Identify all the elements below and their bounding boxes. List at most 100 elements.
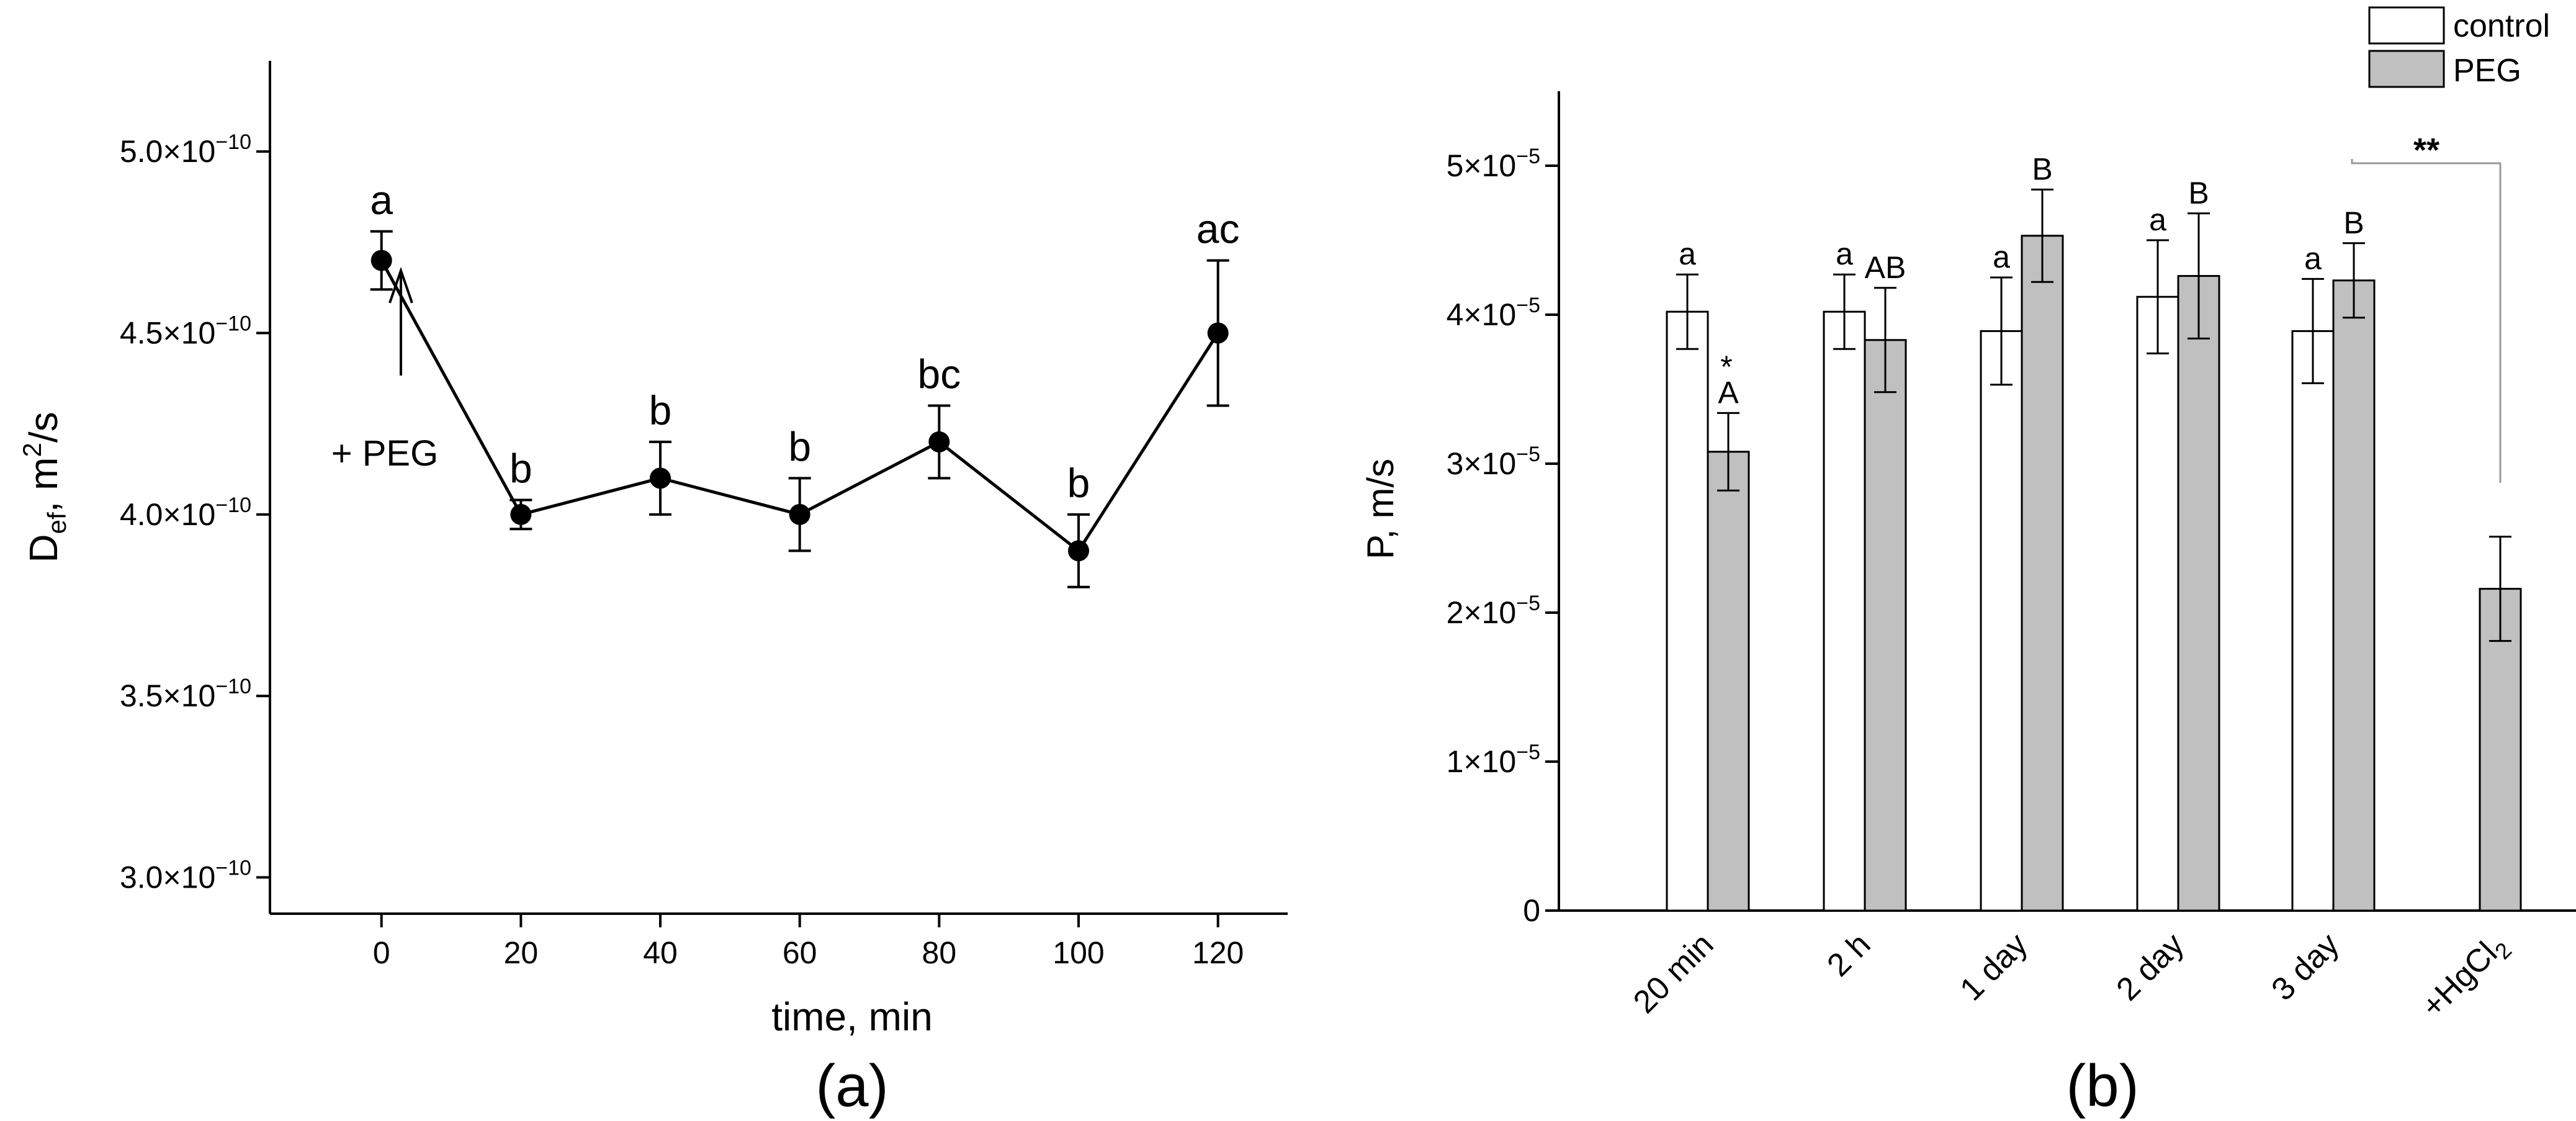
y-tick-label: 5×10−5 [1447, 145, 1540, 183]
point-label: bc [917, 351, 961, 397]
panel-a-line-chart: 3.0×10−103.5×10−104.0×10−104.5×10−105.0×… [17, 61, 1288, 1119]
significance-bracket [2351, 159, 2502, 483]
significance-double-star: ** [2413, 132, 2439, 169]
y-tick-label: 4.0×10−10 [120, 493, 251, 532]
panel-a-y-ticks: 3.0×10−103.5×10−104.0×10−104.5×10−105.0×… [120, 130, 270, 895]
legend-swatch-control [2368, 6, 2445, 45]
data-point [1207, 322, 1229, 344]
category-label: 2 h [1820, 926, 1877, 983]
data-point [650, 467, 671, 489]
y-tick-label-exponent: −10 [215, 857, 251, 880]
point-label: b [649, 387, 672, 433]
panel-b-x-tick-labels: 20 min 2 h 1 day 2 day 3 day +HgCl2 [1627, 926, 2516, 1025]
category-label: 1 day [1954, 926, 2035, 1007]
x-tick-label: 80 [922, 935, 957, 970]
legend-swatch-peg [2368, 50, 2445, 88]
y-tick-label: 5.0×10−10 [120, 130, 251, 169]
point-label: b [1067, 460, 1090, 506]
y-tick-label-exponent: −5 [1516, 294, 1540, 317]
legend-label-peg: PEG [2453, 53, 2521, 89]
category-label-text: 2 h [1820, 926, 1877, 983]
y-tick-label-base: 4.0×10 [120, 497, 215, 532]
bar-control [1823, 310, 1866, 912]
data-point [928, 431, 950, 452]
significance-star: * [1720, 349, 1732, 384]
point-label: b [509, 445, 532, 491]
bar-peg [1864, 339, 1907, 912]
point-label: a [370, 177, 393, 223]
bar-peg [2177, 275, 2220, 912]
y-tick-label-base: 2×10 [1447, 595, 1517, 630]
x-tick-label: 100 [1052, 935, 1104, 970]
y-tick-label: 3.5×10−10 [120, 675, 251, 713]
peg-arrow-head [388, 266, 413, 304]
y-tick-label-base: 1×10 [1447, 744, 1517, 779]
panel-a-x-ticks: 0 20 40 60 80 100 120 [373, 914, 1244, 970]
y-tick-label: 2×10−5 [1447, 592, 1540, 630]
y-tick-label-exponent: −10 [215, 675, 251, 698]
panel-b-label: (b) [2066, 1053, 2138, 1119]
panel-a-y-axis-title: Def, m2/s [17, 412, 71, 562]
category-label-text: 1 day [1954, 926, 2035, 1007]
panel-b-bar-chart: 01×10−52×10−53×10−54×10−55×10−5 aAa AB aBa… [1360, 6, 2576, 1119]
x-tick-label: 20 [504, 935, 539, 970]
category-label: 3 day [2265, 926, 2346, 1007]
y-title-sup: 2 [17, 443, 47, 457]
category-label-text: 3 day [2265, 926, 2346, 1007]
category-label: 20 min [1627, 926, 1720, 1020]
panel-a-x-axis-title: time, min [771, 994, 933, 1039]
y-tick-label: 4.5×10−10 [120, 312, 251, 351]
category-label: 2 day [2110, 926, 2191, 1007]
peg-annotation: + PEG [331, 433, 438, 474]
y-title-rest: , m [21, 457, 66, 513]
y-tick-label: 1×10−5 [1447, 741, 1540, 779]
y-tick-label-exponent: −5 [1516, 592, 1540, 615]
data-point [370, 250, 392, 271]
bar-peg [2021, 235, 2064, 912]
category-label-text: 2 day [2110, 926, 2191, 1007]
panel-a-plot-area: a b b b bc b ac [370, 177, 1240, 588]
y-tick-label-base: 5×10 [1447, 148, 1517, 183]
bar-peg [2332, 279, 2376, 912]
bar-letter-label: a [2304, 241, 2322, 276]
bar-peg [1707, 451, 1750, 912]
y-tick-label-base: 5.0×10 [120, 134, 215, 169]
legend: control PEG [2368, 6, 2550, 89]
y-tick-label: 0 [1523, 893, 1540, 928]
panel-a-label: (a) [815, 1053, 888, 1119]
bar-letter-label: B [2032, 151, 2052, 186]
data-point [789, 503, 810, 525]
bar-control [1666, 310, 1709, 912]
point-label: ac [1196, 206, 1240, 252]
y-tick-label-base: 4.5×10 [120, 316, 215, 351]
panel-b-y-ticks: 01×10−52×10−53×10−54×10−55×10−5 [1447, 145, 1559, 928]
data-point [510, 503, 532, 525]
y-tick-label-exponent: −10 [215, 130, 251, 154]
y-tick-label-base: 3.5×10 [120, 678, 215, 713]
bar-letter-label: B [2188, 176, 2209, 210]
data-point [1068, 540, 1090, 562]
y-tick-label-base: 3.0×10 [120, 860, 215, 895]
bar-control [2291, 330, 2335, 912]
y-tick-label: 4×10−5 [1447, 294, 1540, 332]
y-title-end: /s [21, 412, 66, 443]
category-label-text: 20 min [1627, 926, 1720, 1020]
x-tick-label: 60 [783, 935, 817, 970]
bar-peg [2479, 588, 2522, 912]
bar-letter-label: B [2343, 205, 2364, 240]
y-title-main: D [21, 534, 66, 562]
y-tick-label-exponent: −5 [1516, 145, 1540, 168]
x-tick-label: 40 [643, 935, 678, 970]
y-tick-label-exponent: −5 [1516, 741, 1540, 764]
category-label-text: +HgCl [2415, 935, 2504, 1025]
y-tick-label-base: 3×10 [1447, 446, 1517, 481]
bar-control [2136, 295, 2179, 912]
y-tick-label-exponent: −10 [215, 493, 251, 517]
bar-letter-label: AB [1865, 250, 1906, 285]
x-tick-label: 120 [1192, 935, 1244, 970]
y-tick-label-base: 4×10 [1447, 297, 1517, 332]
bar-letter-label: a [2149, 202, 2166, 237]
bar-letter-label: a [1679, 236, 1696, 271]
